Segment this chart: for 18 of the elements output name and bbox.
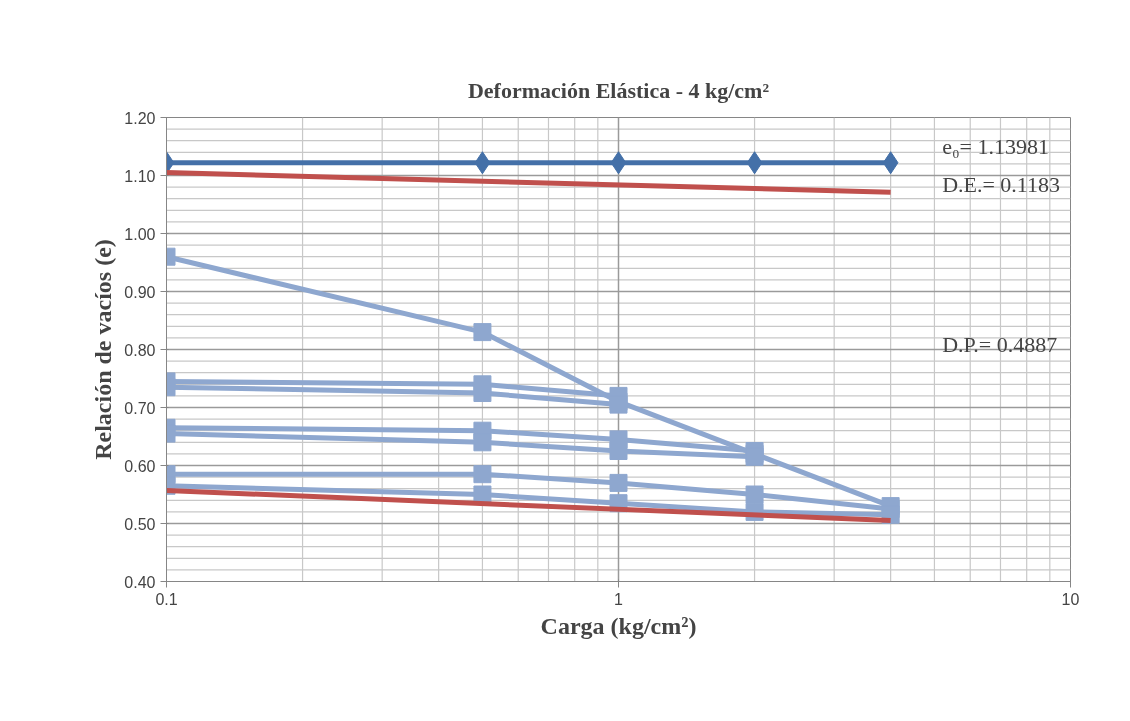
annotation: D.P.= 0.4887: [942, 332, 1058, 358]
y-tick-label: 1.20: [124, 109, 156, 127]
x-tick-label: 0.1: [155, 590, 178, 608]
annotation: D.E.= 0.1183: [942, 171, 1061, 197]
y-axis-title: Relación de vacíos (e): [90, 239, 117, 460]
y-tick-label: 0.60: [124, 457, 156, 475]
x-tick-label: 10: [1061, 590, 1080, 608]
chart-title: Deformación Elástica - 4 kg/cm²: [467, 77, 770, 103]
y-tick-label: 0.80: [124, 341, 156, 359]
x-axis-title: Carga (kg/cm²): [540, 612, 697, 639]
y-tick-label: 0.70: [124, 399, 156, 417]
y-tick-label: 1.10: [124, 167, 156, 185]
y-tick-label: 0.90: [124, 283, 156, 301]
y-tick-label: 1.00: [124, 225, 156, 243]
y-tick-label: 0.50: [124, 515, 156, 533]
y-tick-label: 0.40: [124, 573, 156, 591]
x-tick-label: 1: [614, 590, 624, 608]
annotation: e₀= 1.13981: [942, 134, 1049, 159]
